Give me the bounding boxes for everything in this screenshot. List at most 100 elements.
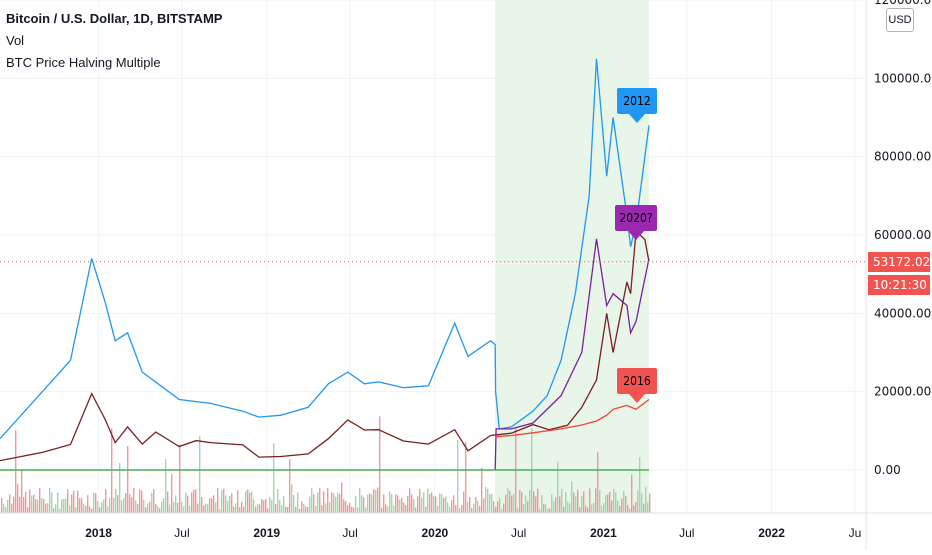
bar-countdown-badge: 10:21:30 — [868, 275, 930, 295]
volume-bar — [453, 495, 455, 513]
volume-bar — [605, 495, 607, 513]
volume-bar — [533, 491, 535, 513]
volume-bar — [57, 492, 59, 513]
volume-bar — [149, 501, 151, 513]
volume-bar — [619, 506, 621, 513]
indicator-label[interactable]: BTC Price Halving Multiple — [6, 55, 161, 70]
x-tick-label: Jul — [174, 526, 189, 540]
volume-bar — [39, 487, 41, 513]
volume-bar — [479, 505, 481, 513]
volume-bar — [527, 501, 529, 513]
volume-bar — [117, 495, 119, 513]
volume-bar — [587, 507, 589, 513]
tag-2016-label: 2016 — [623, 374, 651, 388]
volume-bar — [543, 503, 545, 513]
volume-bar — [427, 488, 429, 513]
volume-bar — [643, 503, 645, 513]
vol-label[interactable]: Vol — [6, 33, 25, 48]
volume-bar — [645, 487, 647, 513]
volume-bar — [295, 506, 297, 513]
volume-bar — [349, 502, 351, 513]
volume-bar — [379, 416, 381, 513]
volume-bar — [123, 497, 125, 513]
volume-bar — [353, 507, 355, 513]
volume-bar — [365, 507, 367, 513]
volume-bar — [551, 494, 553, 513]
volume-bar — [597, 452, 599, 513]
volume-bar — [231, 493, 233, 513]
volume-bar — [277, 489, 279, 513]
volume-bar — [87, 495, 89, 513]
volume-bar — [293, 495, 295, 513]
symbol-title[interactable]: Bitcoin / U.S. Dollar, 1D, BITSTAMP — [6, 11, 223, 26]
volume-bar — [73, 490, 75, 513]
volume-bar — [367, 494, 369, 513]
volume-bar — [329, 502, 331, 513]
volume-bar — [341, 482, 343, 513]
volume-bar — [253, 499, 255, 513]
volume-bar — [523, 504, 525, 513]
volume-bar — [101, 502, 103, 513]
volume-bar — [565, 492, 567, 513]
tag-2020-label: 2020? — [619, 211, 653, 225]
volume-bar — [69, 505, 71, 513]
volume-bar — [115, 488, 117, 513]
volume-bar — [213, 495, 215, 513]
volume-bar — [193, 489, 195, 513]
volume-bar — [121, 500, 123, 513]
volume-bar — [239, 507, 241, 513]
volume-bar — [283, 496, 285, 513]
volume-bar — [639, 457, 641, 513]
tag-2012[interactable]: 2012 — [617, 88, 657, 114]
currency-button[interactable]: USD — [886, 8, 914, 32]
volume-bar — [575, 496, 577, 513]
volume-bar — [171, 473, 173, 513]
volume-bar — [485, 487, 487, 513]
volume-bar — [377, 487, 379, 513]
tag-2016[interactable]: 2016 — [617, 368, 657, 394]
volume-bar — [391, 494, 393, 513]
volume-bar — [623, 490, 625, 513]
volume-bar — [477, 500, 479, 513]
volume-bar — [589, 488, 591, 513]
volume-bar — [141, 490, 143, 513]
volume-bar — [103, 499, 105, 513]
volume-bar — [65, 498, 67, 513]
volume-bar — [325, 503, 327, 513]
volume-bar — [401, 497, 403, 513]
tag-2012-label: 2012 — [623, 94, 651, 108]
volume-bar — [315, 506, 317, 513]
volume-bar — [463, 491, 465, 513]
volume-bar — [609, 491, 611, 513]
volume-bar — [163, 498, 165, 513]
volume-bar — [91, 508, 93, 513]
volume-bar — [541, 495, 543, 513]
volume-bar — [269, 496, 271, 513]
x-tick-label: 2019 — [253, 526, 280, 540]
volume-bar — [207, 504, 209, 513]
volume-bar — [247, 489, 249, 513]
volume-bar — [201, 497, 203, 513]
volume-bar — [581, 496, 583, 513]
volume-bar — [373, 489, 375, 513]
volume-bar — [465, 442, 467, 513]
volume-bar — [335, 496, 337, 513]
volume-bar — [385, 504, 387, 513]
volume-bar — [95, 493, 97, 513]
volume-bar — [529, 489, 531, 513]
volume-bar — [439, 493, 441, 513]
volume-bar — [143, 499, 145, 513]
volume-bar — [535, 496, 537, 513]
volume-bar — [113, 498, 115, 513]
tag-2020[interactable]: 2020? — [615, 205, 657, 231]
volume-bar — [625, 496, 627, 513]
volume-bar — [577, 489, 579, 513]
volume-bar — [647, 501, 649, 513]
volume-bar — [309, 496, 311, 513]
volume-bar — [287, 507, 289, 513]
volume-bar — [547, 508, 549, 513]
volume-bar — [211, 498, 213, 513]
volume-bar — [505, 494, 507, 513]
